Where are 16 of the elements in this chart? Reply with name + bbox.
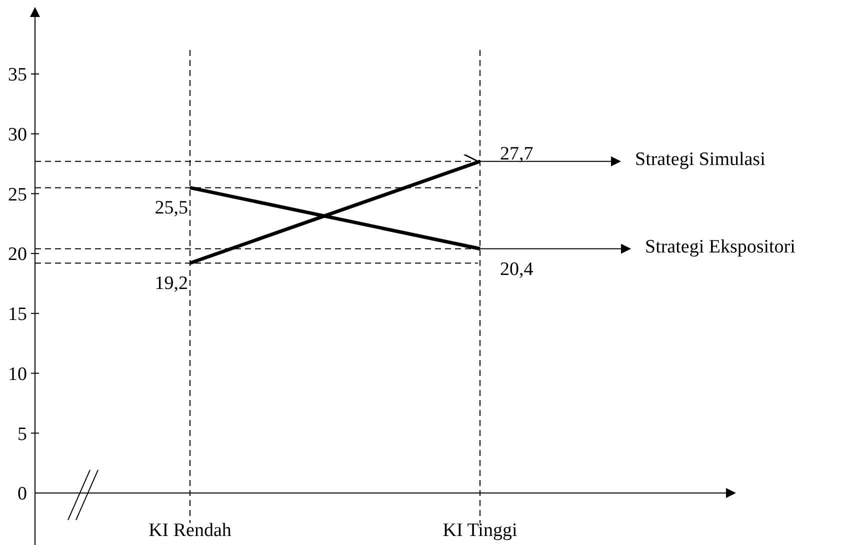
y-tick-label: 35: [8, 64, 27, 86]
y-tick-label: 25: [8, 184, 27, 206]
y-tick-label: 15: [8, 304, 27, 326]
data-label: 19,2: [154, 273, 188, 294]
x-tick-label: KI Tinggi: [442, 520, 518, 541]
x-tick-label: KI Rendah: [148, 520, 232, 541]
y-tick-label: 0: [18, 484, 27, 505]
data-label: 20,4: [500, 258, 534, 280]
y-tick-label: 30: [8, 124, 27, 146]
y-tick-label: 5: [18, 424, 27, 445]
data-label: 27,7: [500, 143, 534, 164]
y-tick-label: 10: [8, 364, 27, 385]
data-label: 25,5: [154, 198, 188, 219]
text: Strategi Simulasi: [635, 149, 766, 170]
text: Strategi Ekspositori: [645, 236, 796, 258]
y-tick-label: 20: [8, 244, 27, 266]
